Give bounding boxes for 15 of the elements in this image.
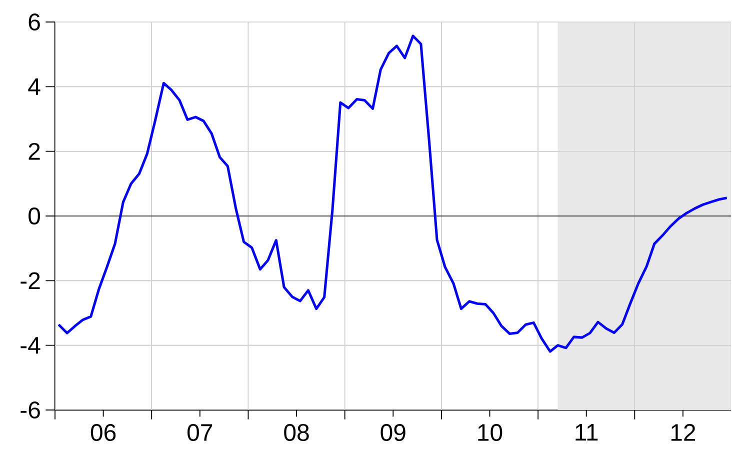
x-tick-label: 11 <box>576 424 598 441</box>
x-tick-label: 09 <box>380 424 406 442</box>
y-tick-label: -2 <box>20 272 40 290</box>
y-tick-label: -6 <box>20 401 40 418</box>
x-tick-label: 06 <box>90 424 116 442</box>
y-tick-label: 2 <box>28 142 40 160</box>
y-tick-label: -4 <box>20 337 40 354</box>
x-tick-label: 07 <box>188 424 212 442</box>
y-tick-label: 6 <box>28 14 40 31</box>
x-tick-label: 12 <box>671 424 696 441</box>
line-series <box>57 34 728 353</box>
y-tick-label: 0 <box>28 207 40 224</box>
y-tick-label: 4 <box>28 78 40 95</box>
x-tick-label: 08 <box>284 424 309 442</box>
x-tick-label: 10 <box>478 424 502 442</box>
